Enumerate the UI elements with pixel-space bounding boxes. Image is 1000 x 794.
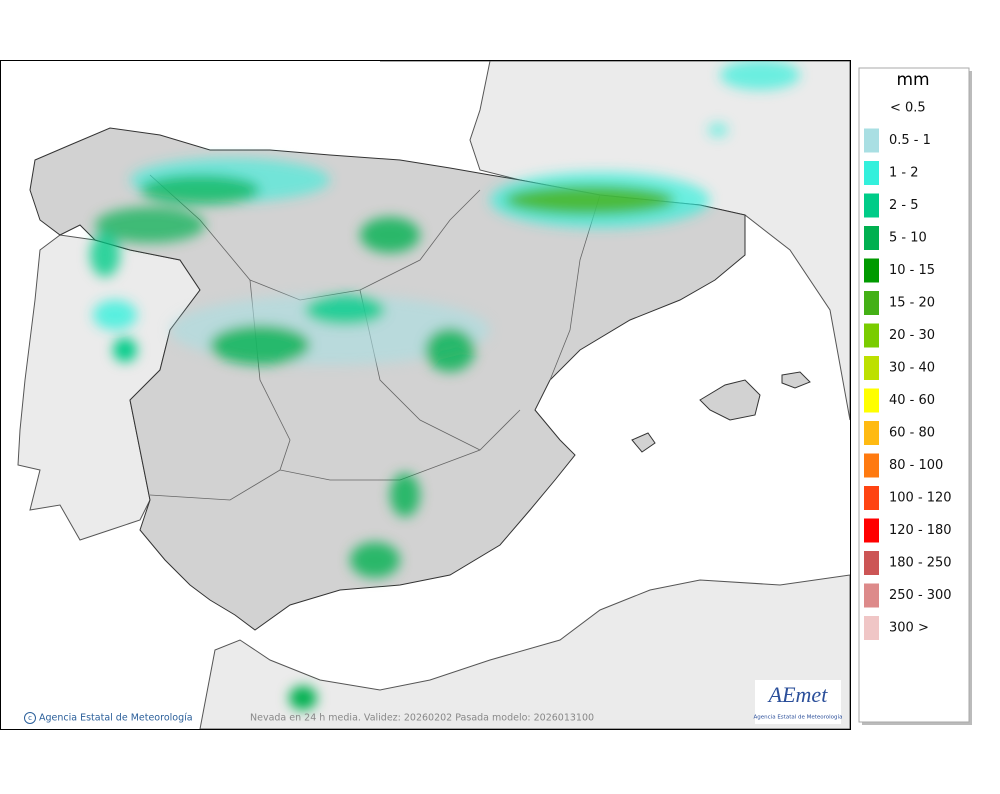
legend-label: 120 - 180 [889, 523, 952, 538]
legend-label: 20 - 30 [889, 328, 935, 343]
legend-title: mm [896, 70, 929, 90]
legend-swatch [864, 421, 879, 445]
legend-label: 2 - 5 [889, 198, 919, 213]
legend-swatch [864, 388, 879, 413]
logo-subtitle: Agencia Estatal de Meteorología [754, 714, 843, 721]
legend-swatch [864, 291, 879, 315]
legend-swatch [864, 323, 879, 348]
legend-swatch [864, 616, 879, 640]
legend-label: 0.5 - 1 [889, 133, 931, 148]
ibiza [631, 432, 656, 453]
legend-label: 40 - 60 [889, 393, 935, 408]
spain [29, 127, 746, 631]
legend-label: 180 - 250 [889, 556, 952, 571]
legend-swatch [864, 551, 879, 575]
legend-label: 10 - 15 [889, 263, 935, 278]
copyright-icon [24, 712, 36, 724]
legend-label: 60 - 80 [889, 426, 935, 441]
legend-label: 250 - 300 [889, 588, 952, 603]
map: c Agencia Estatal de Meteorología Nevada… [1, 61, 850, 729]
legend-swatch [864, 356, 879, 380]
legend-swatch [864, 583, 879, 608]
legend-label: 300 > [889, 621, 929, 636]
caption: Nevada en 24 h media. Validez: 20260202 … [250, 713, 594, 724]
mallorca [699, 379, 761, 421]
legend-label: 30 - 40 [889, 361, 935, 376]
legend-swatch [864, 193, 879, 218]
menorca [781, 371, 811, 389]
map-frame [0, 60, 851, 730]
legend-label: 1 - 2 [889, 166, 919, 181]
legend-label: < 0.5 [890, 101, 926, 116]
legend-label: 100 - 120 [889, 491, 952, 506]
legend-swatch [864, 258, 879, 283]
legend-swatch [864, 453, 879, 478]
legend-swatch [864, 226, 879, 250]
logo-name: AEmet [767, 682, 829, 707]
legend-label: 5 - 10 [889, 231, 927, 246]
legend-swatch [864, 486, 879, 510]
credit: Agencia Estatal de Meteorología [39, 713, 193, 724]
africa [199, 574, 850, 729]
legend-swatch [864, 161, 879, 185]
copyright-c: c [28, 714, 32, 722]
legend-label: 80 - 100 [889, 458, 943, 473]
snow-areas [90, 61, 800, 710]
logo-box [755, 680, 841, 724]
legend-swatch [864, 518, 879, 543]
legend-swatch [864, 128, 879, 153]
legend-label: 15 - 20 [889, 296, 935, 311]
legend: < 0.5 0.5 - 1 1 - 2 2 - 5 5 - 10 10 - 15 15 - … [864, 101, 952, 640]
